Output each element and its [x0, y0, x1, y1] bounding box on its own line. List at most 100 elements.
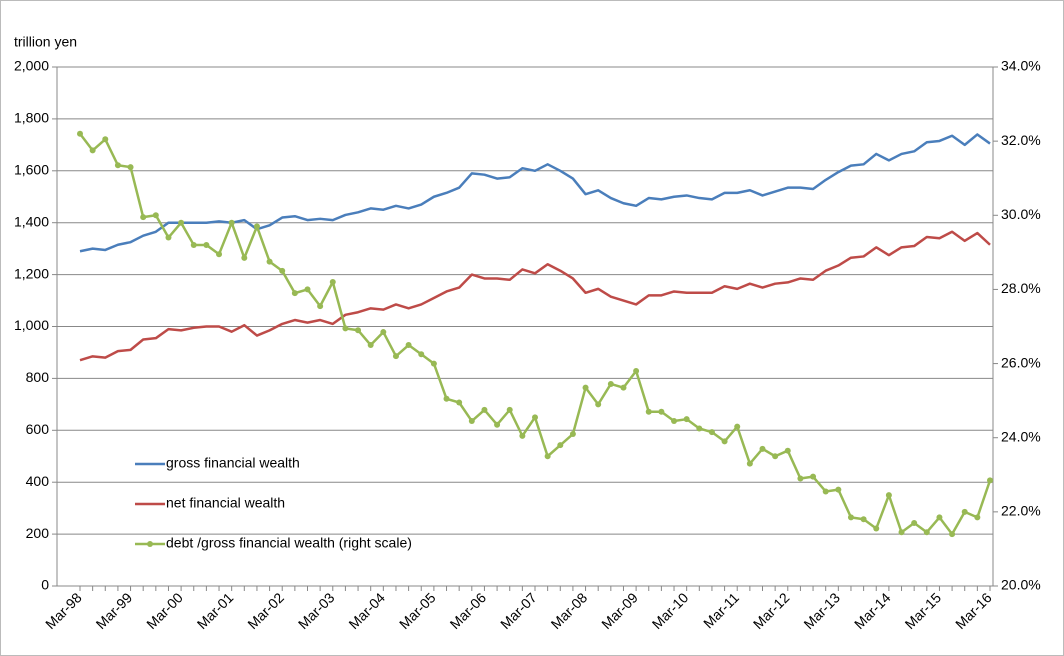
data-point	[607, 380, 614, 387]
data-point	[266, 258, 273, 265]
legend-label: debt /gross financial wealth (right scal…	[166, 535, 412, 551]
data-point	[633, 367, 640, 374]
data-point	[569, 431, 576, 438]
data-point	[746, 460, 753, 467]
data-point	[114, 162, 121, 169]
data-point	[102, 136, 109, 143]
data-point	[380, 329, 387, 336]
y2-tick-label: 32.0%	[1001, 132, 1041, 148]
data-point	[671, 418, 678, 425]
y2-tick-label: 26.0%	[1001, 354, 1041, 370]
data-point	[645, 408, 652, 415]
y2-tick-label: 34.0%	[1001, 58, 1041, 74]
data-point	[822, 488, 829, 495]
data-point	[481, 406, 488, 413]
data-point	[253, 223, 260, 230]
data-point	[519, 432, 526, 439]
data-point	[974, 514, 981, 521]
data-point	[658, 408, 665, 415]
y-tick-label: 400	[26, 473, 50, 489]
data-point	[392, 353, 399, 360]
data-point	[911, 519, 918, 526]
data-point	[885, 492, 892, 499]
data-point	[468, 418, 475, 425]
data-point	[961, 508, 968, 515]
data-point	[178, 219, 185, 226]
y-axis-label: trillion yen	[14, 34, 77, 50]
y-tick-label: 800	[26, 369, 50, 385]
y-tick-label: 200	[26, 525, 50, 541]
data-point	[595, 401, 602, 408]
data-point	[734, 423, 741, 430]
data-point	[291, 290, 298, 297]
data-point	[405, 342, 412, 349]
data-point	[355, 327, 362, 334]
data-point	[759, 445, 766, 452]
data-point	[228, 219, 235, 226]
data-point	[772, 453, 779, 460]
data-point	[721, 438, 728, 445]
y-tick-label: 1,800	[14, 110, 49, 126]
data-point	[835, 486, 842, 493]
data-point	[140, 214, 147, 221]
y-tick-label: 1,600	[14, 162, 49, 178]
data-point	[936, 514, 943, 521]
data-point	[987, 477, 993, 484]
data-point	[127, 164, 134, 171]
data-point	[77, 130, 83, 137]
data-point	[696, 425, 703, 432]
data-point	[152, 212, 159, 219]
data-point	[557, 442, 564, 449]
data-point	[532, 414, 538, 421]
data-point	[544, 453, 551, 460]
data-point	[443, 395, 450, 402]
data-point	[860, 516, 867, 523]
data-point	[683, 416, 690, 423]
legend-label: net financial wealth	[166, 495, 285, 511]
data-point	[494, 421, 501, 428]
data-point	[873, 525, 880, 532]
data-point	[317, 303, 324, 310]
y-tick-label: 1,400	[14, 213, 49, 229]
data-point	[949, 531, 956, 538]
data-point	[797, 475, 804, 482]
data-point	[708, 429, 715, 436]
data-point	[367, 342, 374, 349]
data-point	[456, 399, 463, 406]
series-line	[79, 230, 991, 362]
data-point	[203, 241, 210, 248]
y2-tick-label: 30.0%	[1001, 206, 1041, 222]
data-point	[430, 360, 437, 367]
data-point	[847, 514, 854, 521]
data-point	[89, 147, 96, 154]
legend-marker	[147, 541, 153, 547]
data-point	[620, 384, 627, 391]
data-point	[304, 286, 311, 293]
data-point	[165, 234, 172, 241]
data-point	[810, 473, 817, 480]
y-tick-label: 0	[41, 577, 49, 593]
data-point	[216, 251, 223, 258]
data-point	[329, 279, 336, 286]
data-point	[190, 241, 197, 248]
legend-label: gross financial wealth	[166, 455, 300, 471]
y-tick-label: 1,000	[14, 317, 49, 333]
y2-tick-label: 24.0%	[1001, 428, 1041, 444]
y2-tick-label: 28.0%	[1001, 280, 1041, 296]
data-point	[418, 351, 425, 358]
data-point	[923, 529, 930, 536]
data-point	[784, 447, 791, 454]
y-tick-label: 600	[26, 421, 50, 437]
y2-tick-label: 22.0%	[1001, 503, 1041, 519]
y-tick-label: 1,200	[14, 265, 49, 281]
data-point	[898, 529, 905, 536]
data-point	[279, 267, 286, 274]
y-tick-label: 2,000	[14, 58, 49, 74]
data-point	[342, 325, 349, 332]
data-point	[506, 406, 513, 413]
data-point	[582, 384, 589, 391]
data-point	[241, 254, 248, 261]
y2-tick-label: 20.0%	[1001, 577, 1041, 593]
